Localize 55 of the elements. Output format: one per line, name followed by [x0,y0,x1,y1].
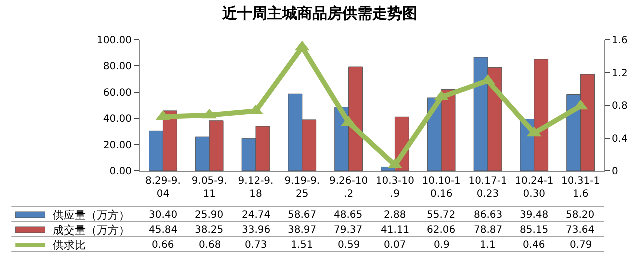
legend-label: 供应量（万方） [53,209,130,222]
y-tick-label: 40.00 [103,114,132,126]
data-label: 39.48 [520,210,549,221]
data-label: 38.97 [288,225,317,236]
data-label: 0.46 [523,240,546,251]
data-label: 73.64 [566,225,595,236]
data-label: 0.07 [384,240,406,251]
data-label: 0.59 [338,240,360,251]
legend-label: 供求比 [53,239,86,252]
y-tick-label: 80.00 [103,62,132,73]
data-label: 58.67 [288,210,317,221]
y-tick-label: 60.00 [103,88,132,99]
data-label: 0.66 [152,240,174,251]
data-label: 24.74 [242,210,271,221]
y-tick-label: 20.00 [103,140,132,152]
data-label: 1.1 [480,240,496,251]
x-tick-label: 9.05-9.11 [192,176,228,200]
x-tick-label: 9.26-10.2 [329,176,368,200]
data-label: 2.88 [384,210,406,221]
y2-tick-label: 0.8 [612,101,628,112]
data-label: 58.20 [566,210,595,221]
x-tick-label: 10.3-10.9 [376,176,415,200]
y2-tick-label: 1.2 [612,68,628,80]
x-tick-label: 10.31-11.6 [561,176,600,200]
data-label: 45.84 [149,225,178,236]
x-tick-label: 10.24-10.30 [515,176,554,200]
x-tick-label: 10.10-10.16 [422,176,461,200]
data-label: 62.06 [427,225,456,236]
data-label: 85.15 [520,225,549,236]
data-label: 55.72 [427,210,456,221]
x-tick-label: 9.19-9.25 [284,176,320,200]
y-tick-label: 100.00 [97,36,132,46]
data-label: 0.9 [434,240,450,251]
legend-label: 成交量（万方） [53,224,130,237]
chart-title: 近十周主城商品房供需走势图 [222,4,418,22]
data-label: 30.40 [149,210,178,221]
y2-tick-label: 1.6 [612,36,628,46]
data-label: 25.90 [195,210,224,221]
data-label: 86.63 [474,210,503,221]
data-label: 0.68 [199,240,222,251]
x-tick-label: 10.17-10.23 [468,176,508,200]
data-label: 48.65 [334,210,363,221]
y2-tick-label: 0.4 [612,134,628,145]
data-label: 0.73 [245,240,268,251]
data-label: 0.79 [570,240,592,251]
data-label: 38.25 [195,225,224,236]
data-label: 79.37 [334,225,363,236]
data-label: 41.11 [381,225,410,236]
x-tick-label: 8.29-9.04 [145,176,181,200]
y-tick-label: 0.00 [110,166,132,178]
data-label: 33.96 [242,225,271,236]
data-label: 78.87 [474,225,503,236]
y2-tick-label: 0 [612,166,618,178]
x-tick-label: 9.12-9.18 [238,176,274,200]
data-label: 1.51 [291,240,314,251]
